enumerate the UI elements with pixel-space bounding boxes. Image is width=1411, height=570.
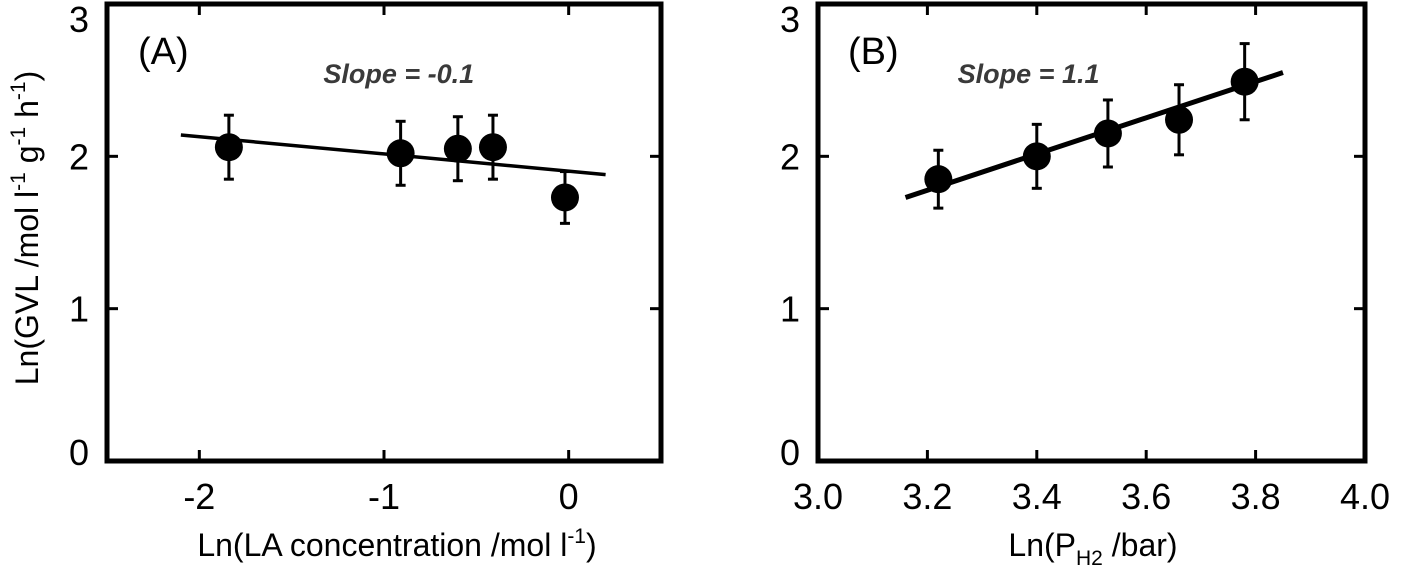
panel-a: -2 -1 0 0 1 2 3 (A) Slope = -0.1 Ln(LA concent… [7, 0, 664, 563]
panel-b-x-tick-label-2: 3.4 [1012, 476, 1062, 517]
panel-a-slope-annotation: Slope = -0.1 [323, 59, 474, 89]
panel-b: 3.0 3.2 3.4 3.6 3.8 4.0 0 1 2 3 (B) Slope = 1.1 L… [780, 0, 1390, 570]
panel-b-data-point-0 [924, 165, 953, 194]
panel-a-x-tick-label-0: -2 [183, 476, 215, 517]
panel-b-frame [815, 1, 1368, 464]
panel-a-data-point-3 [478, 133, 507, 162]
panel-a-data-point-1 [386, 139, 415, 168]
panel-b-x-tick-label-5: 4.0 [1340, 476, 1390, 517]
panel-a-data-point-0 [214, 133, 243, 162]
panel-b-data-point-2 [1093, 119, 1122, 148]
panel-a-y-axis-label: Ln(GVL /mol l-1 g-1 h-1) [7, 71, 45, 386]
panel-b-y-tick-label-2: 2 [780, 136, 800, 177]
panel-a-data-point-4 [550, 183, 579, 212]
panel-b-slope-annotation: Slope = 1.1 [958, 59, 1100, 89]
panel-a-x-tick-label-2: 0 [559, 476, 579, 517]
panel-b-x-tick-label-3: 3.6 [1121, 476, 1171, 517]
panel-b-y-tick-label-3: 3 [780, 0, 800, 40]
panel-a-x-axis-label: Ln(LA concentration /mol l-1) [197, 525, 596, 563]
panel-b-data-point-3 [1165, 105, 1194, 134]
panel-a-y-tick-label-3: 3 [69, 0, 89, 40]
panel-a-y-tick-label-0: 0 [69, 432, 89, 473]
panel-b-data-point-1 [1022, 142, 1051, 171]
panel-b-y-tick-label-1: 1 [780, 289, 800, 330]
panel-a-label: (A) [138, 31, 189, 73]
panel-b-x-axis-label: Ln(PH2 /bar) [1008, 527, 1177, 570]
panel-b-x-tick-label-4: 3.8 [1231, 476, 1281, 517]
panel-a-y-tick-label-2: 2 [69, 136, 89, 177]
panel-b-label: (B) [848, 31, 899, 73]
panel-a-data-point-2 [443, 134, 472, 163]
panel-a-y-tick-label-1: 1 [69, 289, 89, 330]
panel-b-x-tick-label-0: 3.0 [793, 476, 843, 517]
panel-b-y-tick-label-0: 0 [780, 432, 800, 473]
panel-b-data-point-4 [1230, 67, 1259, 96]
panel-a-x-tick-label-1: -1 [368, 476, 400, 517]
panel-b-x-tick-label-1: 3.2 [902, 476, 952, 517]
